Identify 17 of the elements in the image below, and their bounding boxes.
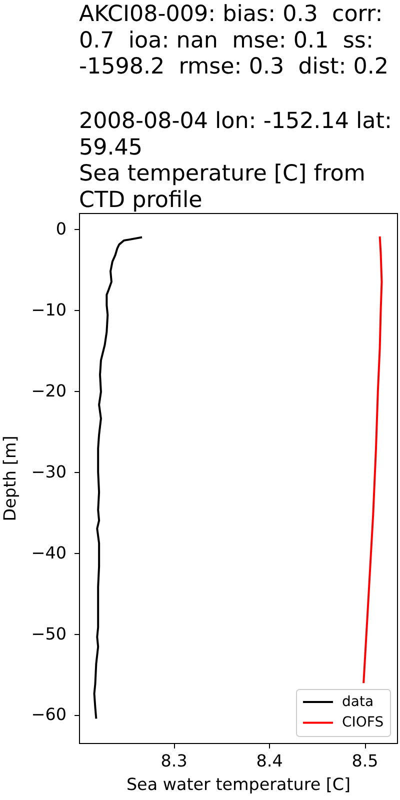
chart-title: AKCI08-009: bias: 0.3 corr: 0.7 ioa: nan mse: 0.1 ss: -1598.2 rmse: 0.3 dist: 0.2 2008-08-04 lon: -152.14 lat: 59.45 Sea temperature [C] from CTD profile bbox=[79, 1, 392, 213]
x-tick-label: 8.3 bbox=[160, 750, 188, 770]
y-tick-label: −40 bbox=[31, 542, 66, 562]
legend-label: data bbox=[342, 694, 374, 710]
y-tick-label: −60 bbox=[31, 704, 66, 724]
x-tick-label: 8.5 bbox=[352, 750, 378, 770]
line-series bbox=[362, 235, 383, 684]
y-tick-label: −20 bbox=[31, 380, 66, 401]
y-tick-label: −10 bbox=[31, 300, 66, 320]
y-axis-title: Depth [m] bbox=[0, 436, 20, 522]
line-series bbox=[93, 236, 144, 720]
x-axis-title: Sea water temperature [C] bbox=[126, 774, 351, 794]
y-tick-label: −50 bbox=[31, 623, 66, 644]
legend-label: CIOFS bbox=[342, 714, 384, 731]
y-tick-label: 0 bbox=[56, 218, 66, 239]
x-tick-label: 8.4 bbox=[256, 750, 283, 770]
y-tick-label: −30 bbox=[31, 461, 66, 482]
